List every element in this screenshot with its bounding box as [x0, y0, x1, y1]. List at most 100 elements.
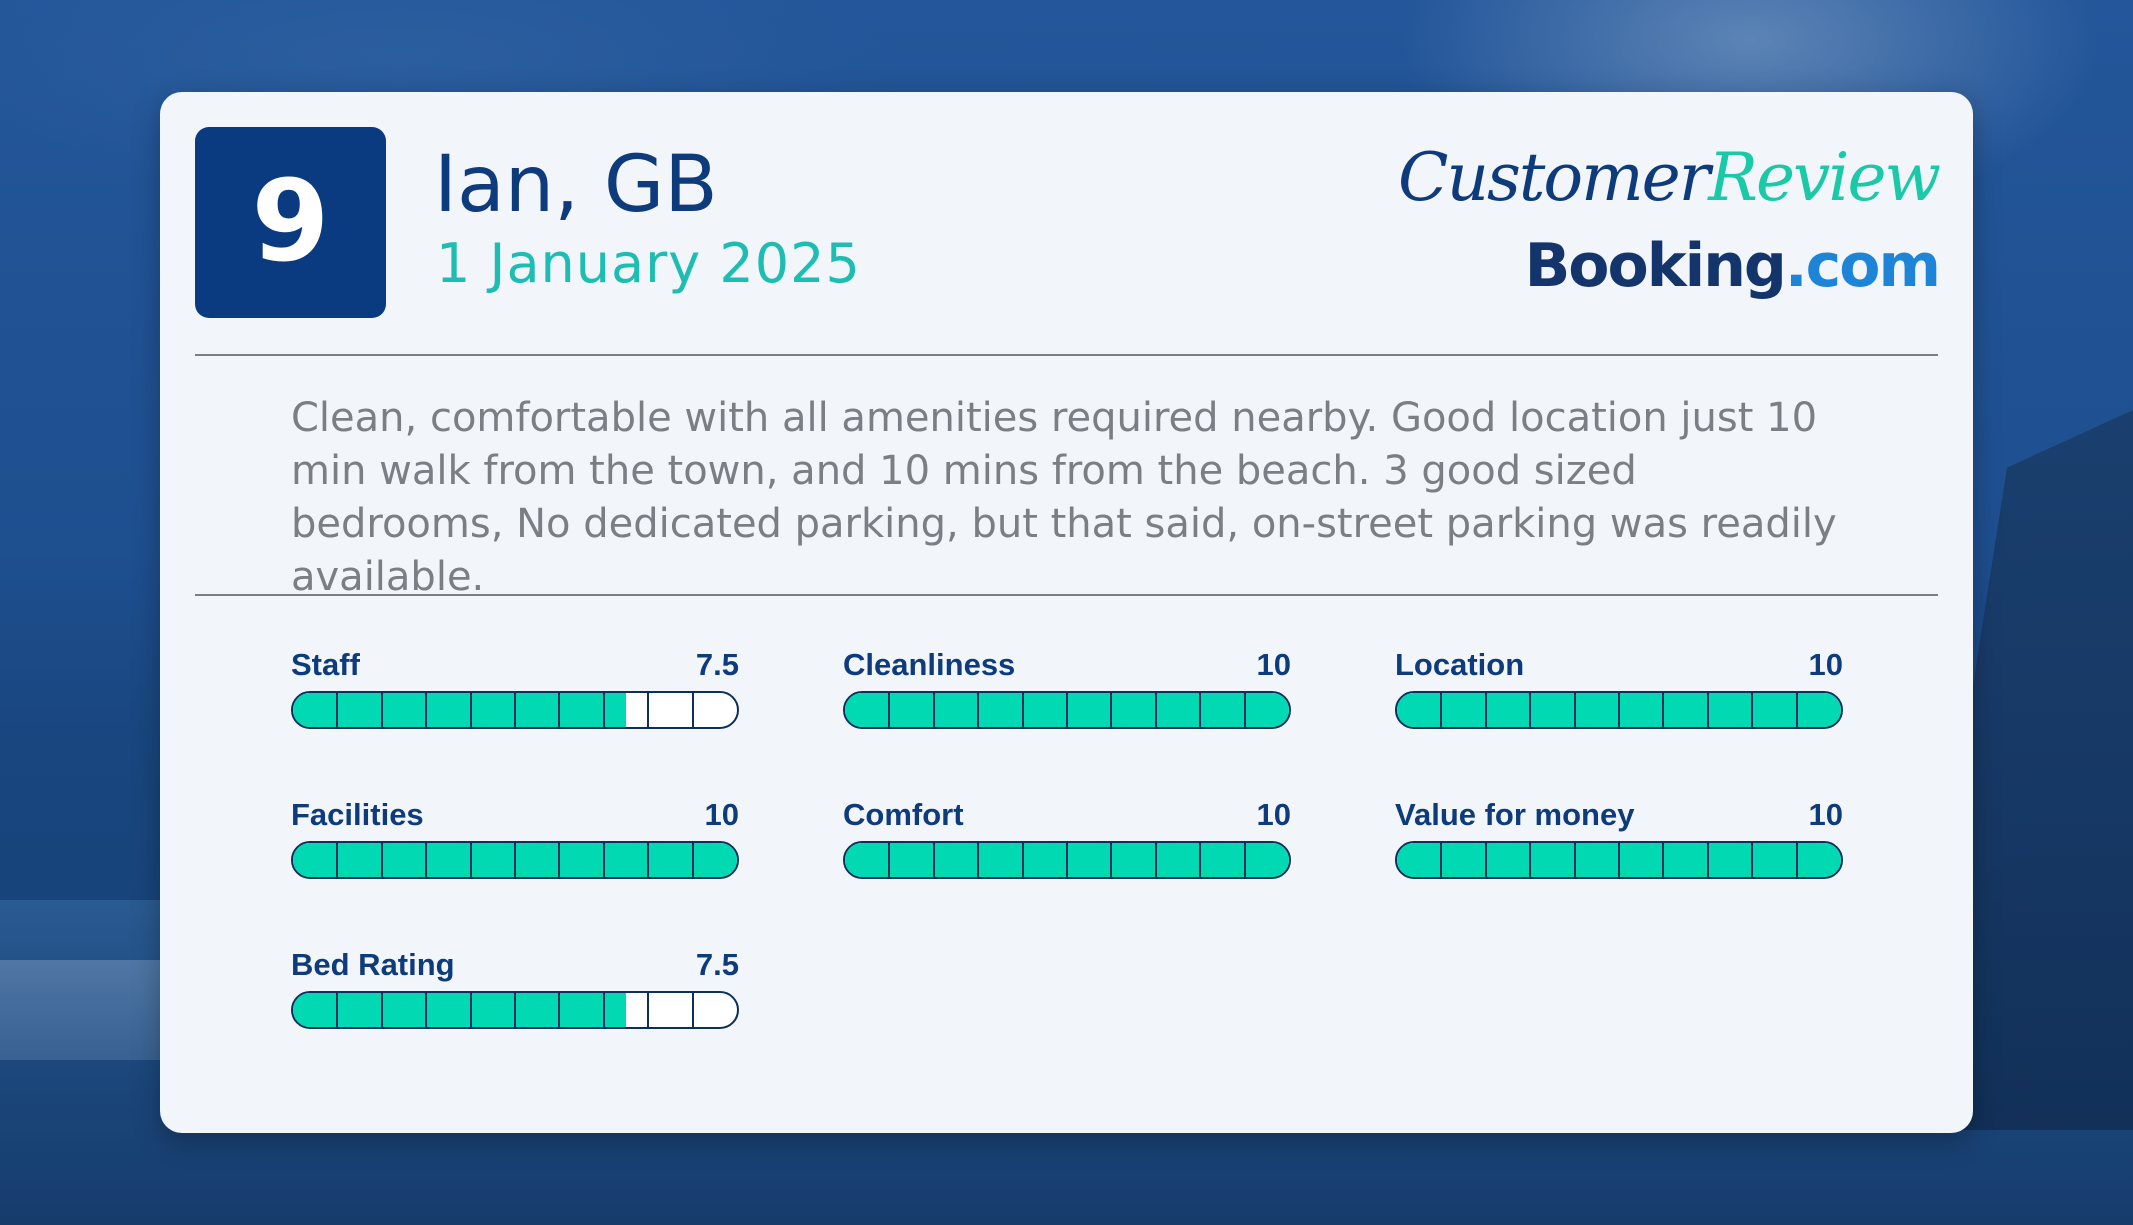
rating-bar [843, 691, 1291, 729]
customer-review-logo: CustomerReview [1397, 138, 1941, 218]
rating-value: 10 [1256, 797, 1291, 832]
rating-bar-segment-divider [691, 843, 694, 877]
rating-bar-segment-divider [888, 693, 891, 727]
rating-bar-segment-divider [602, 843, 605, 877]
rating-bar-segment-divider [691, 693, 694, 727]
booking-com-logo-part1: Booking [1524, 231, 1787, 301]
rating-bar-segment-divider [1110, 843, 1113, 877]
rating-label: Cleanliness [843, 647, 1016, 682]
customer-review-logo-part1: Customer [1397, 139, 1710, 216]
rating-label: Staff [291, 647, 360, 682]
rating-bar-segment-divider [1662, 693, 1665, 727]
rating-bar-segment-divider [1706, 693, 1709, 727]
rating-staff: Staff 7.5 [291, 648, 739, 730]
rating-bar-segment-divider [1066, 693, 1068, 727]
rating-bar-segment-divider [1154, 693, 1157, 727]
rating-bar-segment-divider [1795, 693, 1798, 727]
rating-label: Comfort [843, 797, 964, 832]
rating-bar-segment-divider [469, 693, 472, 727]
rating-bar-segment-divider [1529, 693, 1532, 727]
rating-value: 10 [1808, 647, 1843, 682]
rating-value: 7.5 [695, 647, 739, 682]
rating-value-for-money: Value for money 10 [1395, 798, 1843, 880]
rating-bed: Bed Rating 7.5 [291, 948, 739, 1030]
rating-bar-segment-divider [336, 993, 339, 1027]
rating-label: Facilities [291, 797, 424, 832]
rating-bar-segment-divider [888, 843, 891, 877]
background-harbour [0, 960, 170, 1060]
rating-bar-segment-divider [691, 993, 694, 1027]
review-text: Clean, comfortable with all amenities re… [291, 395, 1837, 600]
rating-label: Bed Rating [291, 947, 455, 982]
rating-label: Location [1395, 647, 1525, 682]
rating-bar-segment-divider [1751, 843, 1754, 877]
rating-bar-segment-divider [1484, 843, 1487, 877]
rating-bar-segment-divider [1199, 693, 1202, 727]
header-divider [195, 354, 1938, 356]
rating-bar-segment-divider [1440, 693, 1443, 727]
rating-cleanliness: Cleanliness 10 [843, 648, 1291, 730]
rating-bar [291, 841, 739, 879]
rating-bar-segment-divider [1573, 693, 1576, 727]
rating-bar-segment-divider [1529, 843, 1532, 877]
rating-bar-segment-divider [469, 993, 472, 1027]
rating-bar-segment-divider [932, 843, 935, 877]
review-card: 9 Ian, GB 1 January 2025 CustomerReview … [160, 92, 1973, 1133]
rating-bar-segment-divider [1751, 693, 1754, 727]
rating-bar-segment-divider [469, 843, 472, 877]
rating-bar-segment-divider [1440, 843, 1443, 877]
rating-bar-segment-divider [425, 843, 428, 877]
ratings-divider [195, 594, 1938, 596]
rating-bar-segment-divider [1199, 843, 1202, 877]
rating-label: Value for money [1395, 797, 1635, 832]
rating-bar-segment-divider [602, 993, 605, 1027]
rating-bar-segment-divider [1243, 693, 1246, 727]
rating-value: 10 [1256, 647, 1291, 682]
rating-bar-segment-divider [977, 843, 980, 877]
customer-review-logo-part2: Review [1708, 139, 1941, 216]
rating-bar-segment-divider [514, 843, 516, 877]
rating-bar-segment-divider [932, 693, 935, 727]
rating-bar-segment-divider [336, 693, 339, 727]
rating-facilities: Facilities 10 [291, 798, 739, 880]
rating-value: 10 [704, 797, 739, 832]
rating-bar-segment-divider [558, 843, 561, 877]
rating-value: 7.5 [695, 947, 739, 982]
rating-bar [1395, 691, 1843, 729]
rating-bar-segment-divider [1573, 843, 1576, 877]
rating-value: 10 [1808, 797, 1843, 832]
rating-bar-segment-divider [1484, 693, 1487, 727]
rating-location: Location 10 [1395, 648, 1843, 730]
rating-bar-segment-divider [1066, 843, 1068, 877]
rating-bar-segment-divider [1618, 843, 1620, 877]
rating-bar-segment-divider [336, 843, 339, 877]
rating-bar-fill [293, 693, 626, 727]
rating-bar-segment-divider [425, 693, 428, 727]
rating-bar-segment-divider [1021, 693, 1024, 727]
booking-com-logo-part2: .com [1784, 231, 1941, 301]
rating-comfort: Comfort 10 [843, 798, 1291, 880]
rating-bar-segment-divider [1706, 843, 1709, 877]
rating-bar-segment-divider [1021, 843, 1024, 877]
rating-bar-segment-divider [558, 993, 561, 1027]
rating-bar-segment-divider [977, 693, 980, 727]
rating-bar-segment-divider [1662, 843, 1665, 877]
rating-bar-segment-divider [514, 993, 516, 1027]
rating-bar-segment-divider [1154, 843, 1157, 877]
rating-bar-segment-divider [647, 993, 650, 1027]
rating-bar-fill [293, 993, 626, 1027]
rating-bar-segment-divider [1110, 693, 1113, 727]
overall-score-badge: 9 [195, 127, 386, 318]
booking-com-logo: Booking.com [1524, 230, 1941, 302]
rating-bar-segment-divider [558, 693, 561, 727]
rating-bar [291, 691, 739, 729]
rating-bar [1395, 841, 1843, 879]
rating-bar [843, 841, 1291, 879]
rating-bar-segment-divider [425, 993, 428, 1027]
rating-bar [291, 991, 739, 1029]
rating-bar-segment-divider [380, 843, 383, 877]
rating-bar-segment-divider [647, 693, 650, 727]
rating-bar-segment-divider [380, 993, 383, 1027]
reviewer-name: Ian, GB [434, 140, 718, 230]
review-date: 1 January 2025 [436, 232, 861, 295]
